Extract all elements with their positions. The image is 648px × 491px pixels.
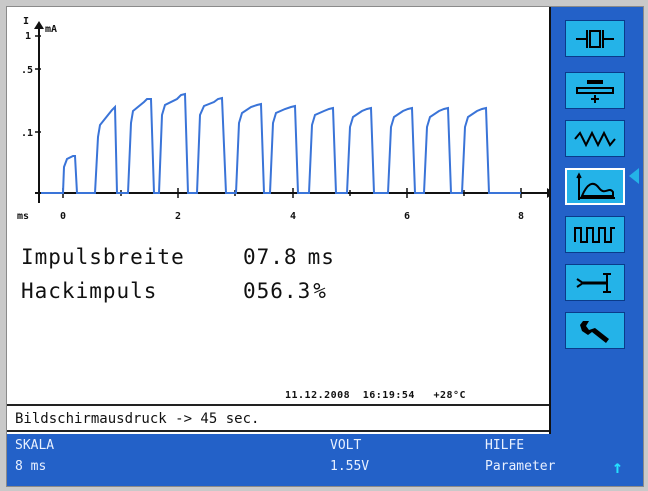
y-axis-symbol: I xyxy=(23,16,29,27)
pulse-width-row: Impulsbreite 07.8 ms xyxy=(21,245,421,279)
chopped-pulse-row: Hackimpuls 056.3% xyxy=(21,279,421,313)
status-time: 16:19:54 xyxy=(362,390,415,401)
status-temperature: +28°C xyxy=(433,390,467,401)
help-label: HILFE xyxy=(485,438,525,453)
help-softkey[interactable]: HILFE Parameter xyxy=(485,438,555,474)
chopped-pulse-value: 056.3 xyxy=(243,279,312,303)
zigzag-wave-icon xyxy=(574,130,616,147)
measurement-readouts: Impulsbreite 07.8 ms Hackimpuls 056.3% xyxy=(21,245,421,313)
electrode-icon xyxy=(576,29,614,48)
plate-electrode-icon xyxy=(576,79,614,103)
wrench-icon xyxy=(580,320,609,343)
x-tick-label-0: 0 xyxy=(60,211,66,222)
x-tick-label-4: 4 xyxy=(290,211,296,222)
x-tick-label-2: 2 xyxy=(175,211,181,222)
volt-softkey[interactable]: VOLT 1.55V xyxy=(330,438,369,474)
pulse-width-unit: ms xyxy=(307,245,335,269)
help-value: Parameter xyxy=(485,459,556,474)
plate-electrode-mode-button[interactable] xyxy=(565,72,625,109)
status-timestamp: 11.12.2008 16:19:54 +28°C xyxy=(285,390,472,401)
device-screen: I mA 1 .5 .1 ms 0 2 4 6 8 Impu xyxy=(6,6,644,487)
status-date: 11.12.2008 xyxy=(285,390,351,401)
settings-mode-button[interactable] xyxy=(565,312,625,349)
x-tick-label-8: 8 xyxy=(518,211,524,222)
square-wave-icon xyxy=(574,226,615,243)
scale-label: SKALA xyxy=(15,438,55,453)
y-tick-label-1: 1 xyxy=(25,31,31,42)
message-bar: Bildschirmausdruck -> 45 sec. xyxy=(7,404,549,432)
x-axis-unit: ms xyxy=(17,211,29,222)
y-axis-arrow xyxy=(34,21,44,29)
y-tick-label-0-1: .1 xyxy=(21,128,33,139)
x-tick-label-6: 6 xyxy=(404,211,410,222)
square-wave-mode-button[interactable] xyxy=(565,216,625,253)
message-text: Bildschirmausdruck -> 45 sec. xyxy=(15,411,260,427)
waveform-chart: I mA 1 .5 .1 ms 0 2 4 6 8 xyxy=(17,16,549,222)
chopped-pulse-label: Hackimpuls xyxy=(21,279,158,303)
pulse-width-value-group: 07.8 ms xyxy=(243,245,335,269)
curve-graph-icon xyxy=(576,171,615,200)
y-axis-unit: mA xyxy=(45,24,57,35)
chopped-pulse-unit: % xyxy=(313,279,327,303)
curve-graph-mode-button[interactable] xyxy=(565,168,625,205)
pulse-width-label: Impulsbreite xyxy=(21,245,185,269)
active-mode-pointer xyxy=(629,168,639,184)
x-axis-arrow xyxy=(547,188,549,198)
waveform-plot: I mA 1 .5 .1 ms 0 2 4 6 8 xyxy=(7,7,549,234)
probe-icon xyxy=(576,272,611,293)
scale-softkey[interactable]: SKALA 8 ms xyxy=(15,438,54,474)
y-tick-label-0-5: .5 xyxy=(21,65,33,76)
up-arrow-icon: ↑ xyxy=(612,457,623,478)
zigzag-mode-button[interactable] xyxy=(565,120,625,157)
chopped-pulse-value-group: 056.3% xyxy=(243,279,327,303)
current-trace xyxy=(41,92,521,194)
volt-value: 1.55V xyxy=(330,459,370,474)
mode-sidebar xyxy=(549,7,643,434)
scale-value: 8 ms xyxy=(15,459,47,474)
volt-label: VOLT xyxy=(330,438,362,453)
pulse-width-value: 07.8 xyxy=(243,245,298,269)
bottom-status-bar: SKALA 8 ms VOLT 1.55V HILFE Parameter ↑ xyxy=(7,434,643,486)
electrode-mode-button[interactable] xyxy=(565,20,625,57)
probe-mode-button[interactable] xyxy=(565,264,625,301)
